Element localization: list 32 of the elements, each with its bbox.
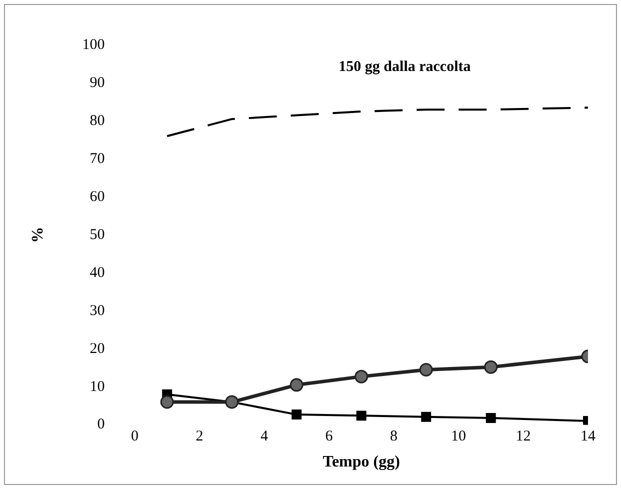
point [290,378,304,392]
point [160,395,174,409]
y-tick-label: 50 [90,226,105,243]
annotation: 150 gg dalla raccolta [338,58,472,75]
y-axis-title: % [30,226,47,243]
point [356,410,366,421]
y-tick-label: 70 [90,150,105,167]
line-series [166,106,588,138]
point [292,410,302,420]
y-tick-label: 20 [90,340,105,357]
x-tick-label: 6 [325,428,334,445]
point [419,362,433,376]
x-tick-label: 8 [390,428,398,445]
x-tick-label: 12 [516,428,531,445]
y-tick-label: 60 [90,188,105,205]
x-axis-title: Tempo (gg) [322,454,400,471]
y-tick-label: 80 [90,112,105,129]
y-tick-label: 100 [82,36,105,53]
x-tick-label: 10 [450,428,466,445]
point [354,370,368,384]
y-tick-label: 30 [90,302,105,319]
x-tick-label: 0 [130,428,138,445]
y-tick-label: 40 [90,264,105,281]
point [421,412,432,422]
y-tick-label: 0 [97,416,105,433]
x-tick-label: 2 [196,428,204,445]
y-tick-label: 10 [90,378,105,395]
y-tick-label: 90 [90,74,105,91]
point [484,360,498,374]
x-tick-label: 4 [260,428,268,445]
x-tick-label: 14 [580,428,596,445]
point [486,412,496,423]
